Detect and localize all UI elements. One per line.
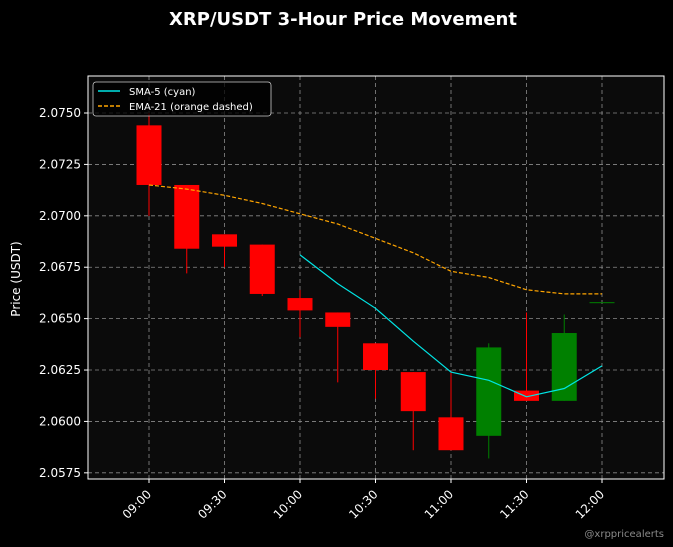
y-axis-label: Price (USDT) <box>9 241 23 316</box>
candle-body-up <box>551 333 577 401</box>
candles <box>136 113 615 459</box>
candle-body-down <box>438 417 464 451</box>
y-tick-label: 2.0675 <box>39 260 81 274</box>
candle-body-down <box>363 343 388 371</box>
candle-body-down <box>325 312 351 327</box>
candle-body-down <box>174 184 200 249</box>
y-tick-label: 2.0725 <box>39 157 81 171</box>
indicator-lines <box>148 184 603 398</box>
plot-area <box>88 76 664 479</box>
y-tick-label: 2.0650 <box>39 312 81 326</box>
legend-label-sma: SMA-5 (cyan) <box>129 87 196 98</box>
y-tick-label: 2.0750 <box>39 106 81 120</box>
candle-body-down <box>400 372 426 412</box>
watermark: @xrppricealerts <box>584 529 664 540</box>
y-tick-label: 2.0600 <box>39 414 81 428</box>
candle-body-down <box>249 244 275 294</box>
ema-line <box>148 184 602 295</box>
chart-title: XRP/USDT 3-Hour Price Movement <box>169 9 517 30</box>
candle-body-down <box>287 298 313 311</box>
legend-box <box>92 81 272 117</box>
y-tick-label: 2.0575 <box>39 466 81 480</box>
candle-body-down <box>514 390 539 401</box>
candle-body-up <box>589 302 615 304</box>
legend-label-ema: EMA-21 (orange dashed) <box>129 102 253 113</box>
plot-frame <box>87 75 665 480</box>
candle-body-down <box>136 125 162 185</box>
candle-body-up <box>476 347 502 436</box>
y-tick-label: 2.0625 <box>39 363 81 377</box>
y-tick-label: 2.0700 <box>39 209 81 223</box>
candle-body-down <box>212 234 237 247</box>
legend: SMA-5 (cyan) EMA-21 (orange dashed) <box>92 81 272 117</box>
sma-line <box>299 254 603 398</box>
